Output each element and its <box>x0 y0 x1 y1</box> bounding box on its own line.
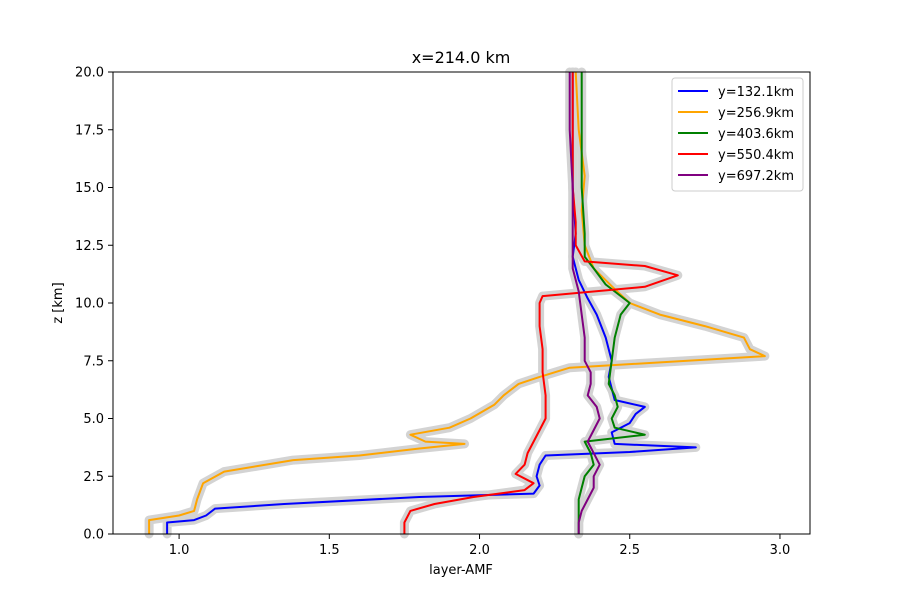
series-line-1 <box>148 71 766 534</box>
x-tick-label: 1.0 <box>169 543 190 558</box>
x-tick-label: 3.0 <box>770 543 791 558</box>
series-lines <box>148 71 766 534</box>
y-tick-label: 5.0 <box>83 412 104 427</box>
x-axis-ticks: 1.0 1.5 2.0 2.5 3.0 <box>169 534 791 558</box>
y-tick-label: 20.0 <box>75 66 104 81</box>
legend-label-1: y=256.9km <box>718 106 794 121</box>
series-line-4 <box>568 72 601 534</box>
legend-label-0: y=132.1km <box>718 85 794 100</box>
y-axis-label: z [km] <box>51 282 66 323</box>
x-tick-label: 2.0 <box>469 543 490 558</box>
y-tick-label: 12.5 <box>75 239 104 254</box>
series-line-0 <box>166 72 697 534</box>
legend: y=132.1km y=256.9km y=403.6km y=550.4km y=69… <box>671 77 804 192</box>
legend-label-4: y=697.2km <box>718 169 794 184</box>
legend-label-3: y=550.4km <box>718 148 794 163</box>
y-tick-label: 15.0 <box>75 181 104 196</box>
y-tick-label: 0.0 <box>83 528 104 543</box>
chart-title: x=214.0 km <box>412 48 511 67</box>
legend-label-2: y=403.6km <box>718 127 794 142</box>
y-axis-ticks: 0.0 2.5 5.0 7.5 10.0 12.5 15.0 17.5 20.0 <box>75 66 113 543</box>
y-tick-label: 7.5 <box>83 354 104 369</box>
series-line-3 <box>403 72 679 534</box>
y-tick-label: 10.0 <box>75 297 104 312</box>
x-tick-label: 1.5 <box>319 543 340 558</box>
x-axis-label: layer-AMF <box>429 563 493 578</box>
y-tick-label: 17.5 <box>75 123 104 138</box>
legend-box <box>671 77 804 192</box>
y-tick-label: 2.5 <box>83 470 104 485</box>
series-line-2 <box>577 72 646 534</box>
x-tick-label: 2.5 <box>619 543 640 558</box>
